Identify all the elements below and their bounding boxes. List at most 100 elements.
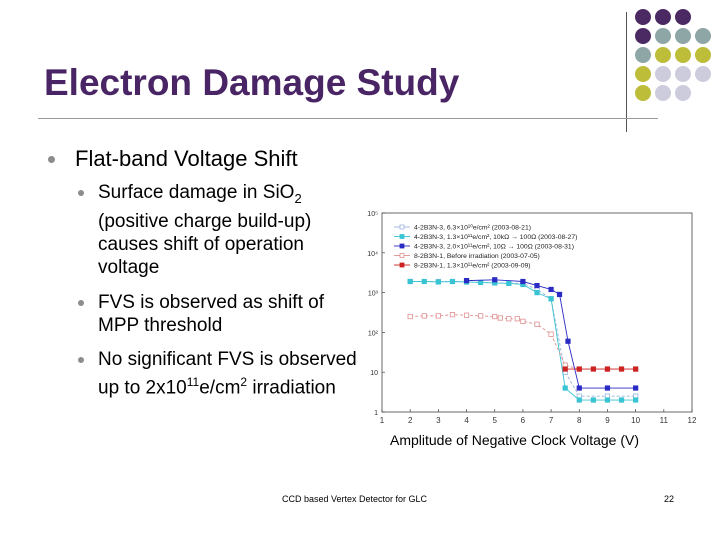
data-point — [548, 286, 554, 293]
dark-current-chart: 12345678910111211010²10³10⁴10⁵Dark Curre… — [367, 211, 697, 425]
decor-dot — [675, 47, 691, 63]
title-underline — [38, 118, 658, 119]
decor-dot — [655, 85, 671, 101]
data-point — [492, 277, 498, 283]
data-point — [604, 397, 611, 403]
data-point — [520, 278, 526, 285]
decor-dot — [635, 9, 651, 25]
legend-label: 8-2B3N-1, Before irradiation (2003-07-05… — [414, 253, 540, 260]
legend-label: 4-2B3N-3, 6.3×10¹⁰e/cm² (2003-08-21) — [414, 224, 531, 232]
legend-label: 4-2B3N-3, 1.3×10¹¹e/cm², 10kΩ → 100Ω (20… — [414, 234, 577, 241]
subbullet-text: No significant FVS is observed up to 2x1… — [98, 349, 357, 399]
decor-dot — [635, 66, 651, 82]
data-point — [463, 278, 470, 284]
data-point — [421, 278, 427, 285]
legend-marker — [399, 253, 405, 258]
x-tick-label: 2 — [408, 416, 413, 425]
x-axis-caption: Amplitude of Negative Clock Voltage (V) — [390, 432, 640, 448]
data-point — [576, 397, 582, 403]
x-tick-label: 3 — [436, 416, 441, 425]
subbullet-text: FVS is observed as shift of MPP threshol… — [98, 292, 324, 336]
decor-dot — [695, 28, 711, 44]
data-point — [478, 313, 484, 319]
bullet-dot — [78, 190, 84, 196]
x-tick-label: 12 — [688, 416, 697, 425]
bullet-dot — [78, 357, 84, 363]
data-point — [618, 397, 625, 403]
data-point — [576, 385, 582, 391]
bullet-text: Flat-band Voltage Shift — [75, 146, 298, 171]
legend-marker — [399, 224, 405, 230]
decor-dot — [635, 28, 651, 44]
data-point — [565, 338, 571, 344]
decor-dot — [695, 47, 711, 63]
decorative-vertical-rule — [626, 12, 627, 132]
data-point — [514, 316, 520, 322]
data-point — [534, 321, 540, 327]
data-point — [421, 313, 427, 319]
decor-dot — [675, 66, 691, 82]
y-tick-label: 10³ — [368, 291, 379, 298]
y-tick-label: 10⁵ — [367, 211, 378, 218]
bullet-dot — [48, 156, 55, 163]
data-point — [478, 279, 484, 286]
x-tick-label: 8 — [577, 416, 582, 425]
decor-dot — [695, 66, 711, 82]
data-point — [576, 366, 582, 372]
data-point — [534, 290, 540, 296]
decor-dot — [655, 9, 671, 25]
x-tick-label: 9 — [605, 416, 610, 425]
data-point — [449, 312, 456, 318]
data-point — [590, 366, 596, 372]
data-point — [562, 366, 568, 372]
bullet-dot — [78, 300, 84, 306]
x-tick-label: 11 — [660, 416, 669, 425]
data-point — [633, 397, 639, 403]
data-point — [435, 279, 441, 285]
legend-marker — [399, 234, 405, 239]
data-point — [618, 366, 625, 372]
x-tick-label: 10 — [631, 416, 640, 425]
decor-dot — [655, 66, 671, 82]
slide-title: Electron Damage Study — [44, 62, 460, 103]
legend-label: 4-2B3N-3, 2.0×10¹¹e/cm², 10Ω → 100Ω (200… — [414, 244, 574, 251]
data-point — [548, 331, 554, 337]
decor-dot — [635, 85, 651, 101]
data-point — [562, 385, 568, 391]
series-line — [466, 279, 636, 389]
legend-label: 8-2B3N-1, 1.3×10¹¹e/cm² (2003-09-09) — [414, 263, 531, 270]
plot-frame — [381, 212, 693, 413]
data-point — [534, 282, 540, 289]
data-point — [506, 316, 512, 322]
y-tick-label: 10⁴ — [367, 251, 378, 258]
data-point — [633, 385, 639, 391]
decorative-dot-grid — [635, 9, 711, 101]
data-point — [463, 312, 470, 318]
data-point — [520, 318, 526, 324]
data-point — [548, 296, 554, 302]
legend-marker — [399, 262, 405, 268]
data-point — [556, 291, 563, 298]
data-point — [497, 315, 503, 321]
data-point — [506, 280, 512, 287]
decor-dot — [675, 85, 691, 101]
data-point — [633, 366, 639, 372]
page-number: 22 — [664, 494, 675, 504]
footer-text: CCD based Vertex Detector for GLC — [282, 494, 428, 504]
x-tick-label: 4 — [464, 416, 469, 425]
data-point — [407, 313, 413, 320]
data-point — [590, 397, 596, 403]
y-tick-label: 10 — [370, 370, 378, 377]
data-point — [449, 278, 456, 285]
x-tick-label: 1 — [380, 416, 385, 425]
x-tick-label: 5 — [493, 416, 498, 425]
decor-dot — [655, 28, 671, 44]
legend-marker — [399, 243, 405, 249]
data-point — [604, 385, 611, 391]
decor-dot — [655, 47, 671, 63]
y-tick-label: 1 — [374, 410, 378, 417]
y-tick-label: 10² — [368, 330, 379, 337]
decor-dot — [635, 47, 651, 63]
data-point — [407, 278, 413, 285]
data-point — [435, 313, 441, 319]
